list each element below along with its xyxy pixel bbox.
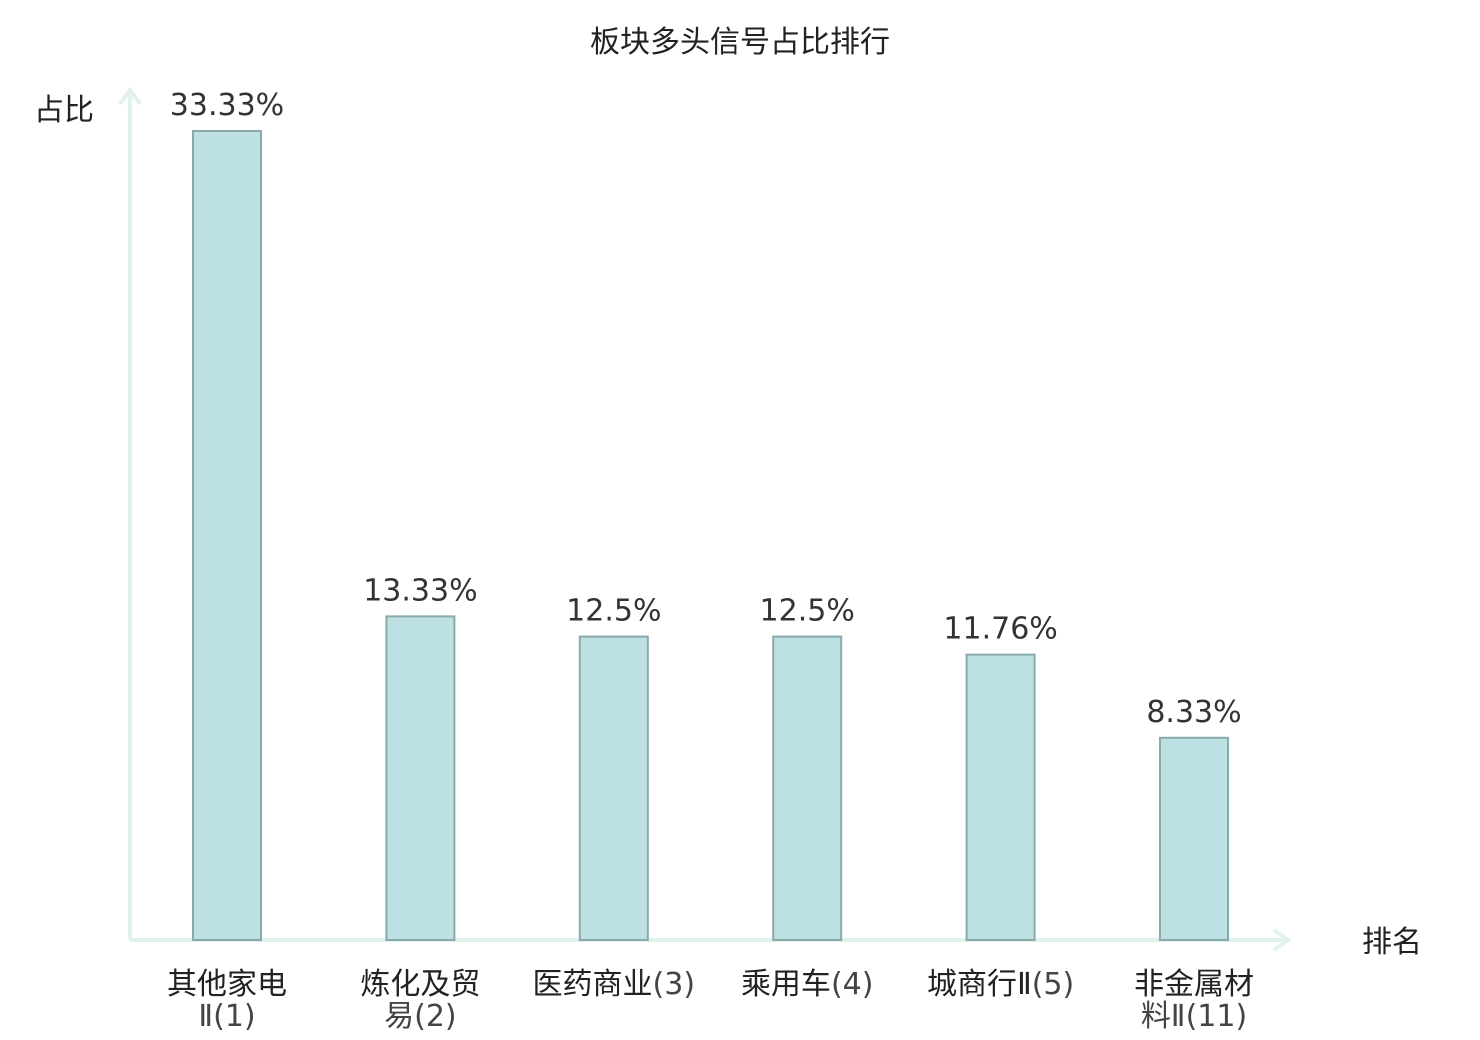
chart-title: 板块多头信号占比排行: [590, 25, 890, 60]
category-label-5: 城商行Ⅱ(5): [927, 967, 1074, 1002]
value-label-5: 11.76%: [943, 612, 1057, 647]
value-label-6: 8.33%: [1146, 695, 1241, 730]
bar-1: [192, 130, 262, 941]
category-label-2: 炼化及贸易(2): [360, 967, 480, 1034]
category-label-main-1: 其他家电: [167, 967, 287, 1002]
value-label-2: 13.33%: [363, 573, 477, 608]
bar-5: [965, 653, 1036, 941]
value-label-1: 33.33%: [170, 88, 284, 123]
category-label-6: 非金属材料Ⅱ(11): [1134, 967, 1254, 1034]
axes: [118, 86, 1292, 952]
value-label-4: 12.5%: [760, 594, 855, 629]
bar-3: [578, 635, 649, 941]
category-label-main-3: 医药商业: [533, 967, 653, 1002]
bar-4: [772, 635, 843, 941]
category-label-main-6: 非金属材: [1134, 967, 1254, 1002]
y-axis-label: 占比: [34, 93, 94, 128]
bars: [192, 130, 1229, 942]
category-label-sub-6: 料Ⅱ(11): [1141, 999, 1247, 1034]
category-label-main-5: 城商行Ⅱ: [927, 967, 1032, 1002]
category-label-sub-4: (4): [831, 967, 874, 1002]
x-axis-label: 排名: [1362, 925, 1422, 960]
category-label-main-2: 炼化及贸: [360, 967, 480, 1002]
category-label-main-4: 乘用车: [741, 967, 831, 1002]
category-label-sub-2: 易(2): [384, 999, 457, 1034]
value-label-3: 12.5%: [566, 594, 661, 629]
x-axis-arrow: [1272, 928, 1292, 952]
category-label-1: 其他家电 Ⅱ(1): [167, 967, 287, 1034]
y-axis-arrow: [118, 86, 142, 106]
category-label-sub-1: Ⅱ(1): [198, 999, 255, 1034]
category-label-sub-5: (5): [1032, 967, 1075, 1002]
category-label-sub-3: (3): [653, 967, 696, 1002]
bar-2: [385, 615, 456, 942]
bar-6: [1159, 736, 1229, 941]
category-label-3: 医药商业(3): [533, 967, 696, 1002]
category-label-4: 乘用车(4): [741, 967, 874, 1002]
labels: 33.33% 其他家电 Ⅱ(1) 13.33% 炼化及贸易(2) 12.5% 医药商业(3)…: [167, 88, 1254, 1034]
